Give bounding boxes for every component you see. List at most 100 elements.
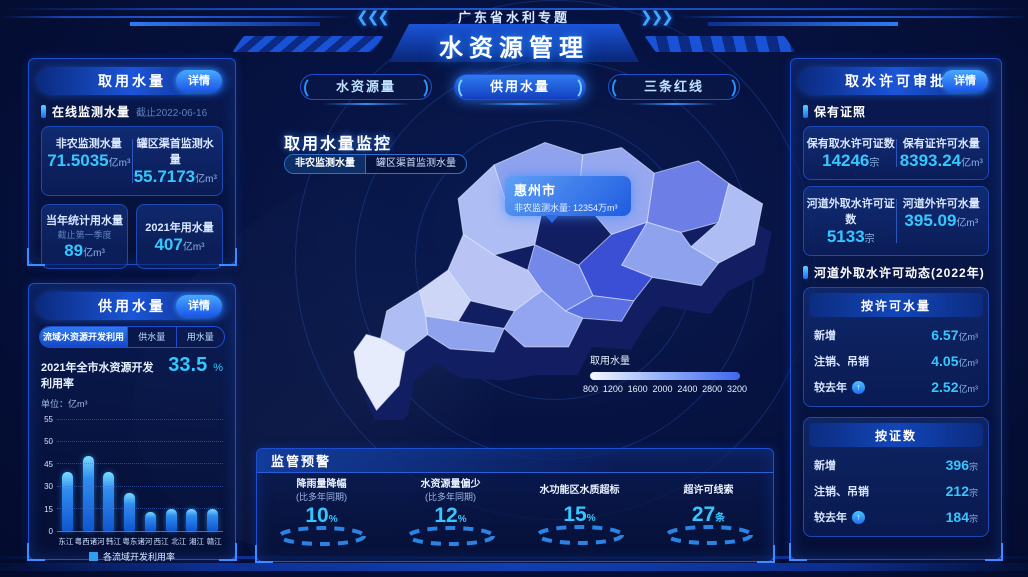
chart-x-labels: 东江 粤西诸河 韩江 粤东诸河 西江 北江 湘江 赣江 xyxy=(57,536,223,547)
basin-bar-chart: 0 15 30 45 50 55 东江 粤西诸河 韩江 粤东诸河 西江 北江 湘江 赣江 各流域开发利用… xyxy=(39,412,225,562)
section-marker-icon xyxy=(803,266,808,279)
stat-value: 8393.24 xyxy=(899,151,962,170)
x-tick-label: 粤东诸河 xyxy=(122,537,153,546)
stat-unit: 宗 xyxy=(864,234,875,245)
supervision-alert-panel: 监管预警 降雨量降幅 (比多年同期) 10% 水资源量偏少 (比多年同期) 12% … xyxy=(255,448,775,563)
chart-legend: 各流域开发利用率 xyxy=(39,550,225,563)
guangdong-map[interactable] xyxy=(305,100,785,420)
stat-unit: 亿m³ xyxy=(108,158,131,169)
y-tick-label: 50 xyxy=(44,437,53,447)
stat-label: 保有取水许可证数 xyxy=(806,138,895,150)
licenses-card-2: 河道外取水许可证数 5133宗 河道外许可水量 395.09亿m³ xyxy=(803,186,989,256)
alert-water-quality: 水功能区水质超标 15% xyxy=(515,479,644,553)
x-tick-label: 东江 xyxy=(58,537,74,546)
bar-西江[interactable] xyxy=(144,511,156,531)
kv-row-new: 新增 6.57亿m³ xyxy=(804,322,988,348)
mini-card-title: 按证数 xyxy=(874,428,917,443)
x-tick-label: 韩江 xyxy=(106,537,121,546)
section-asof: 截止2022-06-16 xyxy=(136,108,208,119)
kv-unit: 宗 xyxy=(968,514,978,524)
stat-label: 河道外许可水量 xyxy=(902,198,980,210)
kv-row-vs-lastyear: 较去年 ↑ 2.52亿m³ xyxy=(804,374,988,400)
kv-unit: 亿m³ xyxy=(958,358,979,368)
bar-赣江[interactable] xyxy=(207,508,219,531)
alert-unit: % xyxy=(328,514,338,525)
kv-label: 新增 xyxy=(814,460,836,472)
stat-value: 407 xyxy=(154,235,183,254)
page-header: ❮❮❮ ❯❯❯ 广东省水利专题 水资源管理 xyxy=(0,0,1028,64)
detail-button[interactable]: 详情 xyxy=(942,70,988,92)
bar-湘江[interactable] xyxy=(186,508,198,531)
y-tick-label: 55 xyxy=(44,415,53,424)
kv-unit: 亿m³ xyxy=(958,332,979,342)
toggle-nonag-monitor[interactable]: 非农监测水量 xyxy=(285,155,365,173)
bar-粤东诸河[interactable] xyxy=(124,492,136,531)
legend-tick: 1600 xyxy=(627,384,648,394)
toggle-irrigation-monitor[interactable]: 罐区渠首监测水量 xyxy=(365,155,466,173)
by-count-card: 按证数 新增 396宗 注销、吊销 212宗 较去年 ↑ 184宗 xyxy=(803,417,989,537)
water-permit-panel: 取水许可审批 详情 保有证照 保有取水许可证数 14246宗 保有证许可水量 8… xyxy=(789,58,1003,561)
header-wing-right xyxy=(644,36,796,52)
headline-unit: % xyxy=(213,362,223,374)
x-tick-label: 北江 xyxy=(171,537,187,546)
tab-use-volume[interactable]: 用水量 xyxy=(175,327,224,347)
alert-water-shortage: 水资源量偏少 (比多年同期) 12% xyxy=(386,479,515,553)
panel-title: 取用水量 xyxy=(98,73,166,89)
section-title: 在线监测水量 xyxy=(52,105,131,119)
alert-sub: (比多年同期) xyxy=(425,491,476,502)
y-tick-label: 45 xyxy=(44,459,53,469)
mini-card-title: 按许可水量 xyxy=(860,298,931,313)
alert-panel-header: 监管预警 xyxy=(257,449,773,473)
tab-water-resources[interactable]: 水资源量 xyxy=(300,74,432,105)
stat-label: 当年统计用水量 xyxy=(46,215,123,227)
legend-label: 各流域开发利用率 xyxy=(102,552,175,562)
section-online-monitor: 在线监测水量 截止2022-06-16 xyxy=(41,103,223,120)
stat-unit: 亿m³ xyxy=(195,174,217,185)
header-wing-line-right xyxy=(708,22,898,26)
section-licenses-held: 保有证照 xyxy=(803,103,989,120)
kv-value: 184 xyxy=(945,509,969,525)
alert-items: 降雨量降幅 (比多年同期) 10% 水资源量偏少 (比多年同期) 12% 水功能区水… xyxy=(257,473,773,553)
tab-three-red-lines[interactable]: 三条红线 xyxy=(608,74,740,105)
stat-value: 89 xyxy=(64,241,84,260)
gauge-ring-icon xyxy=(277,526,366,546)
alert-label: 超许可线索 xyxy=(683,485,734,496)
alert-value: 27 xyxy=(691,503,716,526)
bar-韩江[interactable] xyxy=(103,471,115,531)
alert-panel-title: 监管预警 xyxy=(271,454,332,469)
divider xyxy=(131,139,133,183)
alert-unit: % xyxy=(586,513,596,524)
kv-label: 新增 xyxy=(814,330,836,342)
headline-label: 2021年全市水资源开发利用率 xyxy=(41,362,154,390)
bar-北江[interactable] xyxy=(165,508,177,531)
page-title: 水资源管理 xyxy=(439,35,589,62)
stat-label: 2021年用水量 xyxy=(145,222,214,234)
tab-underline xyxy=(631,103,717,105)
licenses-card-1: 保有取水许可证数 14246宗 保有证许可水量 8393.24亿m³ xyxy=(803,126,989,180)
legend-tick: 1200 xyxy=(602,384,623,394)
detail-button[interactable]: 详情 xyxy=(176,295,222,317)
bar-东江[interactable] xyxy=(61,471,73,531)
kv-value: 2.52 xyxy=(931,379,959,395)
water-supply-panel: 供用水量 详情 流域水资源开发利用 供水量 用水量 2021年全市水资源开发利用… xyxy=(27,283,237,562)
section-marker-icon xyxy=(41,105,46,118)
tab-water-supply-use[interactable]: 供用水量 xyxy=(454,74,586,105)
alert-value: 10 xyxy=(305,504,329,527)
alert-label: 水资源量偏少 xyxy=(420,479,481,490)
divider xyxy=(895,139,897,167)
panel-header: 供用水量 详情 xyxy=(37,292,227,320)
gauge-ring-icon xyxy=(406,526,495,546)
alert-unit: 条 xyxy=(715,513,726,524)
tab-basin-utilization[interactable]: 流域水资源开发利用 xyxy=(40,327,128,347)
chart-unit-label: 单位：亿m³ xyxy=(41,399,88,409)
bar-粤西诸河[interactable] xyxy=(82,455,94,531)
tab-supply-volume[interactable]: 供水量 xyxy=(127,327,176,347)
detail-button[interactable]: 详情 xyxy=(176,70,222,92)
kv-value: 396 xyxy=(945,457,969,473)
kv-value: 6.57 xyxy=(931,327,959,343)
panel-header: 取用水量 详情 xyxy=(37,67,227,95)
stat-nonag: 非农监测水量 71.5035亿m³ xyxy=(46,135,132,187)
tab-underline xyxy=(477,103,563,105)
legend-tick: 2400 xyxy=(677,384,698,394)
arrow-up-icon: ↑ xyxy=(852,510,865,524)
